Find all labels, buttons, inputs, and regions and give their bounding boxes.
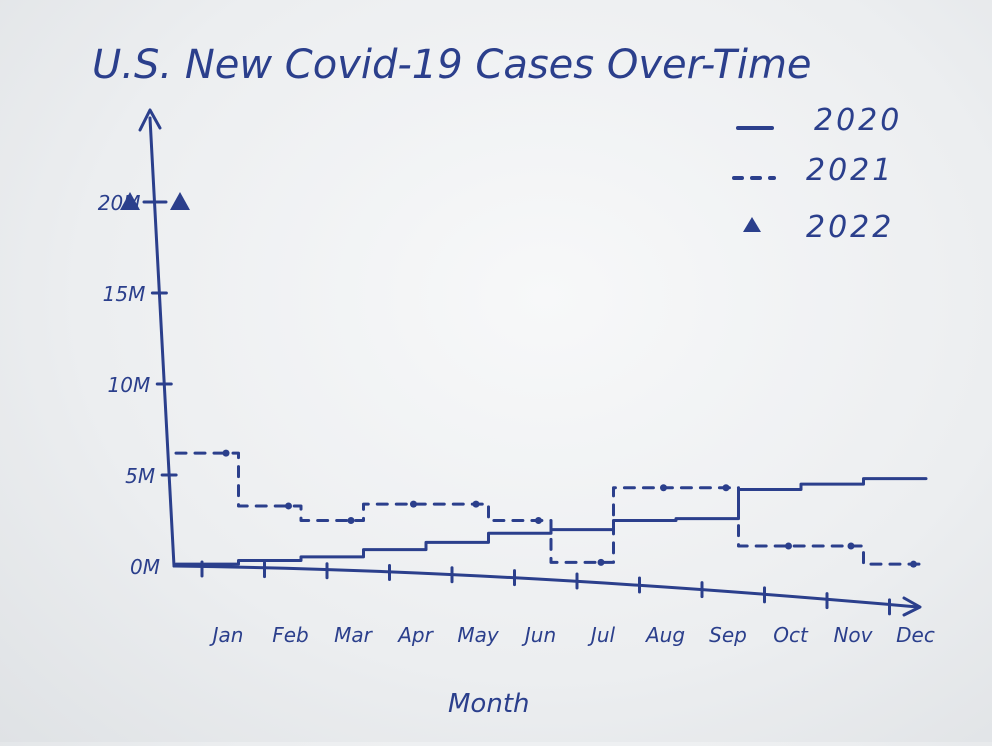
x-tick-label: Jan <box>209 623 244 647</box>
series-2021-point <box>910 560 917 568</box>
x-axis-arrow <box>902 596 922 617</box>
series-2022-point <box>120 192 140 210</box>
y-axis <box>148 116 176 568</box>
x-tick-label: Nov <box>833 623 873 647</box>
series-2021-point <box>285 502 292 510</box>
y-tick-label: 15M <box>103 282 146 306</box>
series-2021-point <box>597 558 605 566</box>
y-tick-label: 0M <box>130 555 160 579</box>
y-tick-label: 5M <box>125 464 155 488</box>
x-tick-label: Aug <box>644 623 685 647</box>
series-2022-point <box>170 192 190 210</box>
x-tick-label: Apr <box>396 623 434 647</box>
legend-label-2020: 2020 <box>814 103 902 138</box>
series-layer <box>120 192 928 568</box>
x-tick-label: Jun <box>521 623 556 647</box>
y-tick-label: 10M <box>108 373 151 397</box>
legend-swatch-2022 <box>743 217 761 232</box>
x-tick-label: May <box>457 623 500 647</box>
x-ticks: Jan Feb Mar Apr May Jun Jul Aug Sep Oct Nov Dec <box>200 560 935 647</box>
x-tick-label: Jul <box>587 623 616 647</box>
x-tick-label: Sep <box>709 623 747 647</box>
y-axis-arrow <box>138 108 162 132</box>
x-axis-label: Month <box>448 689 530 719</box>
series-2021-point <box>472 500 480 508</box>
legend-label-2021: 2021 <box>806 153 894 188</box>
axes <box>138 108 922 617</box>
x-tick-label: Feb <box>272 623 309 647</box>
series-2021-point <box>347 517 355 524</box>
series-2021-point <box>222 449 230 457</box>
series-2021-point <box>660 484 667 492</box>
x-tick-label: Dec <box>896 623 935 647</box>
series-2021-point <box>847 542 855 550</box>
chart-title: U.S. New Covid-19 Cases Over-Time <box>92 42 812 88</box>
x-tick-label: Mar <box>334 623 374 647</box>
series-2021-point <box>722 484 730 492</box>
series-2021-point <box>785 542 792 550</box>
legend-label-2022: 2022 <box>806 210 894 245</box>
legend: 2020 2021 2022 <box>732 103 902 245</box>
series-2021-point <box>410 500 417 508</box>
x-tick-label: Oct <box>773 623 809 647</box>
series-2021-line <box>174 451 928 566</box>
series-2021-point <box>535 517 542 524</box>
x-axis <box>172 564 920 609</box>
